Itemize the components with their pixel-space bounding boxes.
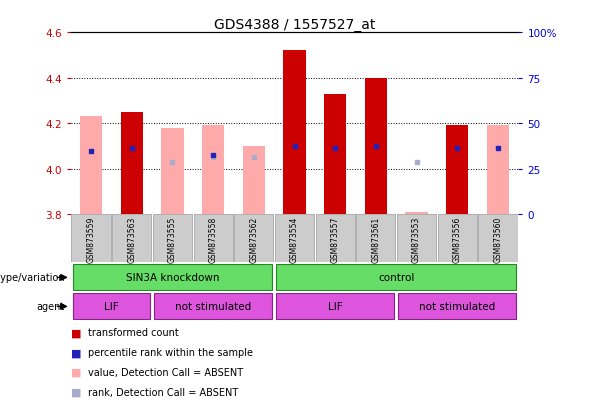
Bar bbox=[356, 215, 395, 262]
Text: ■: ■ bbox=[71, 387, 81, 397]
Bar bbox=[276, 265, 517, 291]
Text: GSM873557: GSM873557 bbox=[330, 216, 340, 262]
Bar bbox=[397, 215, 436, 262]
Bar bbox=[438, 215, 477, 262]
Bar bbox=[194, 215, 233, 262]
Text: GSM873560: GSM873560 bbox=[494, 216, 502, 262]
Text: LIF: LIF bbox=[328, 301, 343, 312]
Bar bbox=[72, 294, 150, 320]
Text: GSM873562: GSM873562 bbox=[249, 216, 259, 262]
Bar bbox=[283, 51, 306, 215]
Text: control: control bbox=[378, 273, 415, 283]
Text: GSM873554: GSM873554 bbox=[290, 216, 299, 262]
Bar bbox=[153, 215, 192, 262]
Text: GSM873559: GSM873559 bbox=[87, 216, 95, 262]
Bar bbox=[324, 95, 346, 215]
Bar bbox=[121, 113, 143, 215]
Bar bbox=[243, 147, 265, 215]
Bar bbox=[405, 212, 428, 215]
Text: ■: ■ bbox=[71, 367, 81, 377]
Text: not stimulated: not stimulated bbox=[419, 301, 495, 312]
Bar bbox=[161, 128, 184, 215]
Bar bbox=[234, 215, 273, 262]
Bar bbox=[154, 294, 272, 320]
Text: not stimulated: not stimulated bbox=[175, 301, 252, 312]
Text: GSM873561: GSM873561 bbox=[372, 216, 380, 262]
Bar bbox=[446, 126, 468, 215]
Bar bbox=[121, 113, 143, 215]
Bar bbox=[316, 215, 355, 262]
Text: GSM873558: GSM873558 bbox=[209, 216, 217, 262]
Bar bbox=[478, 215, 518, 262]
Text: agent: agent bbox=[37, 301, 65, 312]
Text: genotype/variation: genotype/variation bbox=[0, 273, 65, 283]
Bar bbox=[446, 126, 468, 215]
Text: GSM873563: GSM873563 bbox=[127, 216, 136, 262]
Text: GSM873556: GSM873556 bbox=[453, 216, 462, 262]
Text: ■: ■ bbox=[71, 328, 81, 337]
Text: SIN3A knockdown: SIN3A knockdown bbox=[125, 273, 219, 283]
Bar bbox=[80, 117, 102, 215]
Text: LIF: LIF bbox=[104, 301, 119, 312]
Bar bbox=[112, 215, 151, 262]
Text: percentile rank within the sample: percentile rank within the sample bbox=[88, 347, 253, 357]
Text: ■: ■ bbox=[71, 347, 81, 357]
Bar bbox=[202, 126, 224, 215]
Bar bbox=[487, 126, 509, 215]
Bar bbox=[275, 215, 314, 262]
Text: GSM873553: GSM873553 bbox=[412, 216, 421, 262]
Bar bbox=[365, 78, 387, 215]
Bar bbox=[71, 215, 111, 262]
Text: GSM873555: GSM873555 bbox=[168, 216, 177, 262]
Bar bbox=[283, 51, 306, 215]
Text: transformed count: transformed count bbox=[88, 328, 179, 337]
Text: value, Detection Call = ABSENT: value, Detection Call = ABSENT bbox=[88, 367, 243, 377]
Bar bbox=[276, 294, 394, 320]
Bar bbox=[324, 95, 346, 215]
Bar bbox=[365, 78, 387, 215]
Bar bbox=[72, 265, 272, 291]
Title: GDS4388 / 1557527_at: GDS4388 / 1557527_at bbox=[214, 18, 375, 32]
Text: rank, Detection Call = ABSENT: rank, Detection Call = ABSENT bbox=[88, 387, 239, 397]
Bar bbox=[398, 294, 517, 320]
